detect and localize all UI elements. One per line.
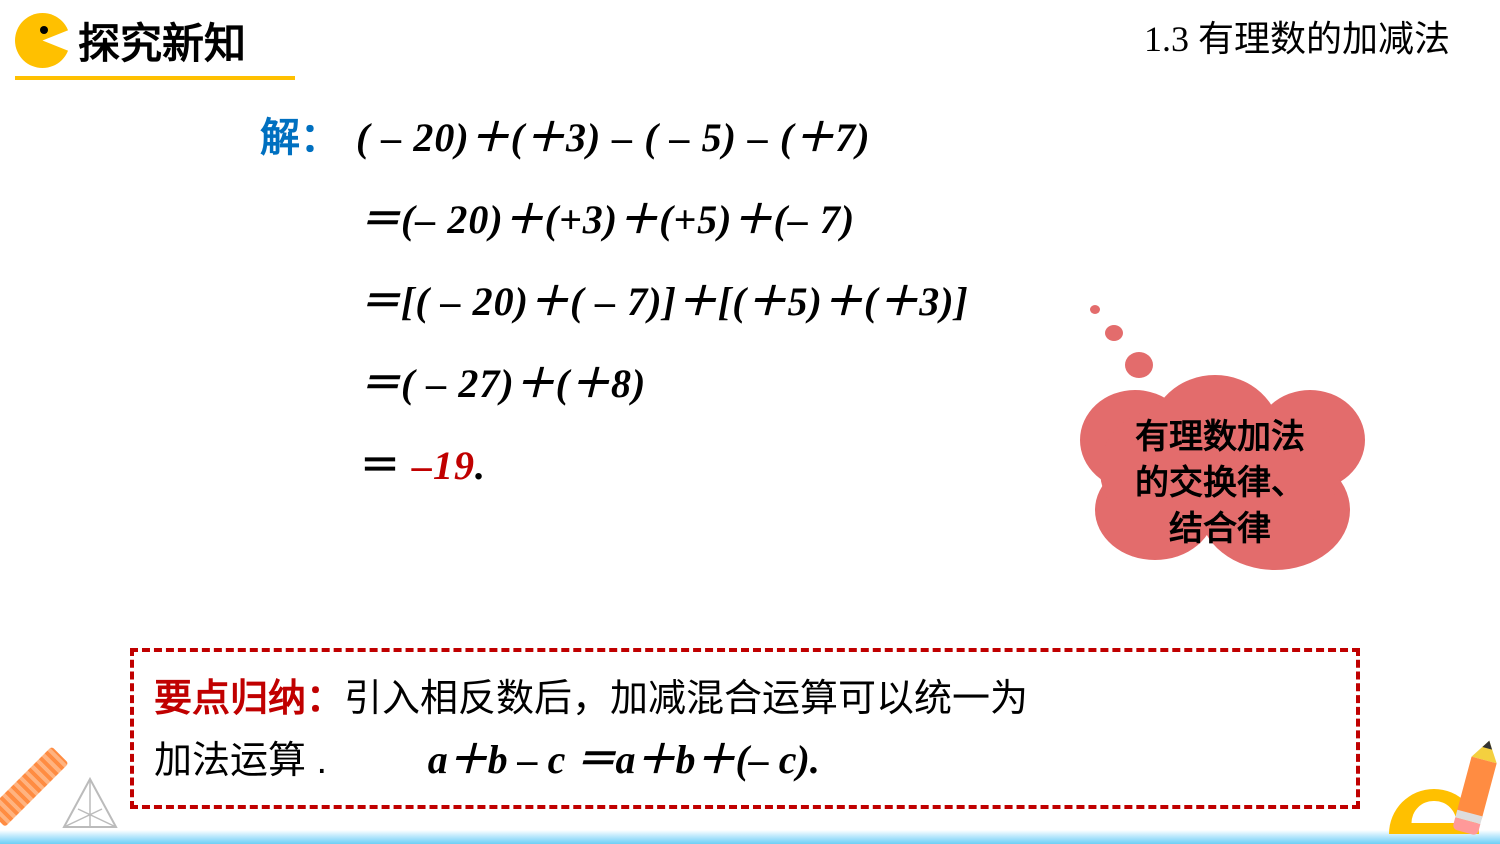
expr-4: ＝( – 27)＋(＋8) bbox=[360, 351, 646, 409]
pencil-icon bbox=[1452, 737, 1500, 835]
callout-line-2: 的交换律、 bbox=[1070, 461, 1370, 507]
callout-line-3: 结合律 bbox=[1070, 507, 1370, 553]
corner-left-decor bbox=[5, 777, 120, 832]
bubble-trail-icon bbox=[1090, 305, 1100, 314]
callout-line-1: 有理数加法 bbox=[1070, 415, 1370, 461]
solution-line-3: ＝[( – 20)＋( – 7)]＋[(＋5)＋(＋3)] bbox=[360, 269, 1500, 327]
lesson-number: 1.3 有理数的加减法 bbox=[1144, 10, 1450, 62]
solution-line-1: 解： ( – 20)＋(＋3) – ( – 5) – (＋7) bbox=[260, 105, 1500, 163]
summary-content: 要点归纳：引入相反数后，加减混合运算可以统一为 加法运算 . a＋b – c ＝… bbox=[154, 670, 1336, 791]
summary-text-2: 加法运算 . bbox=[154, 740, 327, 782]
summary-formula: a＋b – c ＝a＋b＋(– c). bbox=[428, 737, 820, 782]
bubble-trail-icon bbox=[1105, 325, 1123, 341]
final-dot: . bbox=[475, 443, 486, 488]
summary-box: 要点归纳：引入相反数后，加减混合运算可以统一为 加法运算 . a＋b – c ＝… bbox=[130, 648, 1360, 809]
tetrahedron-icon bbox=[60, 777, 120, 832]
slide-header: 探究新知 1.3 有理数的加减法 bbox=[0, 0, 1500, 80]
expr-2: ＝(– 20)＋(+3)＋(+5)＋(– 7) bbox=[360, 187, 855, 245]
thought-bubble: 有理数加法 的交换律、 结合律 bbox=[1070, 370, 1370, 570]
header-left: 探究新知 bbox=[15, 10, 295, 80]
expr-5: ＝ –19. bbox=[360, 433, 486, 491]
expr-3: ＝[( – 20)＋( – 7)]＋[(＋5)＋(＋3)] bbox=[360, 269, 969, 327]
solution-line-2: ＝(– 20)＋(+3)＋(+5)＋(– 7) bbox=[360, 187, 1500, 245]
callout-text: 有理数加法 的交换律、 结合律 bbox=[1070, 415, 1370, 553]
callout-bubble: 有理数加法 的交换律、 结合律 bbox=[1070, 370, 1370, 570]
solution-label: 解： bbox=[260, 105, 340, 163]
summary-label: 要点归纳： bbox=[154, 678, 344, 720]
final-answer: –19 bbox=[412, 443, 475, 488]
footer-gradient bbox=[0, 830, 1500, 844]
section-title: 探究新知 bbox=[78, 10, 246, 71]
bubble-trail-icon bbox=[1125, 352, 1153, 378]
summary-text-1: 引入相反数后，加减混合运算可以统一为 bbox=[344, 678, 1028, 720]
expr-1: ( – 20)＋(＋3) – ( – 5) – (＋7) bbox=[356, 105, 871, 163]
ruler-icon bbox=[0, 746, 69, 827]
pacman-icon bbox=[15, 13, 70, 68]
eq-sign: ＝ bbox=[360, 443, 412, 488]
corner-right-decor bbox=[1389, 739, 1490, 834]
